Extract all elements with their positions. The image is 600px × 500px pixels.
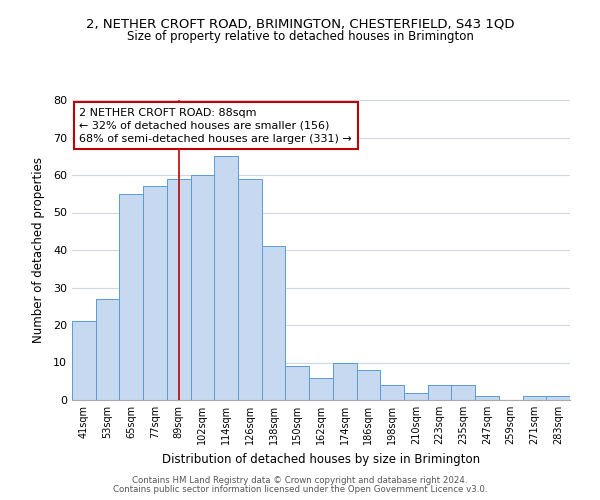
Bar [214,156,238,400]
Bar [475,396,499,400]
Bar [546,396,570,400]
Bar [238,179,262,400]
Bar [333,362,356,400]
Bar [119,194,143,400]
Bar [96,298,119,400]
Text: 2 NETHER CROFT ROAD: 88sqm
← 32% of detached houses are smaller (156)
68% of sem: 2 NETHER CROFT ROAD: 88sqm ← 32% of deta… [79,108,352,144]
Bar [451,385,475,400]
Text: Size of property relative to detached houses in Brimington: Size of property relative to detached ho… [127,30,473,43]
Bar [380,385,404,400]
Text: 2, NETHER CROFT ROAD, BRIMINGTON, CHESTERFIELD, S43 1QD: 2, NETHER CROFT ROAD, BRIMINGTON, CHESTE… [86,18,514,30]
Text: Contains public sector information licensed under the Open Government Licence v3: Contains public sector information licen… [113,485,487,494]
X-axis label: Distribution of detached houses by size in Brimington: Distribution of detached houses by size … [162,452,480,466]
Bar [404,392,428,400]
Bar [167,179,191,400]
Text: Contains HM Land Registry data © Crown copyright and database right 2024.: Contains HM Land Registry data © Crown c… [132,476,468,485]
Bar [72,322,96,400]
Bar [191,175,214,400]
Bar [286,366,309,400]
Bar [262,246,286,400]
Bar [523,396,546,400]
Bar [356,370,380,400]
Bar [428,385,451,400]
Bar [309,378,333,400]
Y-axis label: Number of detached properties: Number of detached properties [32,157,44,343]
Bar [143,186,167,400]
